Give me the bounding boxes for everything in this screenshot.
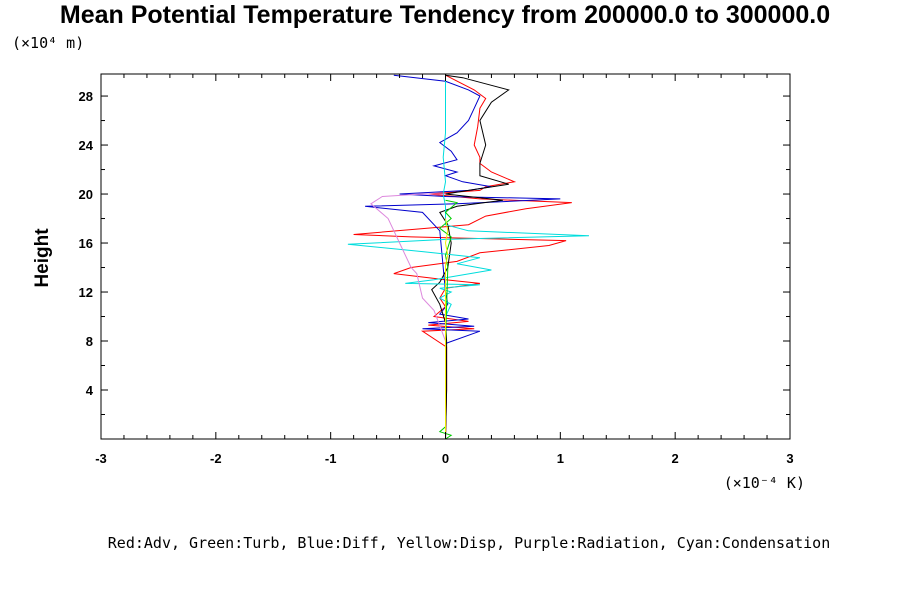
x-tick-label: 2 [672, 451, 679, 466]
plot-series-group [347, 74, 590, 440]
x-tick-label: -1 [325, 451, 337, 466]
y-unit-label: (×10⁴ m) [12, 34, 84, 52]
series-line-0 [353, 74, 572, 440]
x-tick-label: -3 [95, 451, 107, 466]
y-tick-label: 16 [79, 236, 93, 251]
series-line-5 [438, 199, 459, 440]
y-tick-label: 20 [79, 187, 93, 202]
y-tick-labels: 4 8 12 16 20 24 28 [79, 89, 94, 398]
x-tick-label: -2 [210, 451, 222, 466]
y-tick-label: 4 [86, 383, 94, 398]
series-line-2 [431, 74, 510, 440]
series-line-6 [444, 218, 449, 439]
chart-title: Mean Potential Temperature Tendency from… [60, 1, 830, 29]
y-tick-label: 8 [86, 334, 93, 349]
x-tick-label: 3 [786, 451, 793, 466]
y-tick-label: 24 [79, 138, 94, 153]
series-line-1 [365, 74, 561, 439]
y-axis-label: Height [32, 228, 53, 288]
series-note: Red:Adv, Green:Turb, Blue:Diff, Yellow:D… [108, 534, 830, 552]
x-tick-label: 0 [442, 451, 449, 466]
y-tick-label: 12 [79, 285, 93, 300]
x-tick-labels: -3 -2 -1 0 1 2 3 [95, 451, 793, 466]
series-line-3 [347, 75, 590, 439]
y-tick-label: 28 [79, 89, 93, 104]
x-tick-label: 1 [557, 451, 564, 466]
tick-group [100, 74, 791, 439]
x-unit-label: (×10⁻⁴ K) [724, 474, 805, 492]
